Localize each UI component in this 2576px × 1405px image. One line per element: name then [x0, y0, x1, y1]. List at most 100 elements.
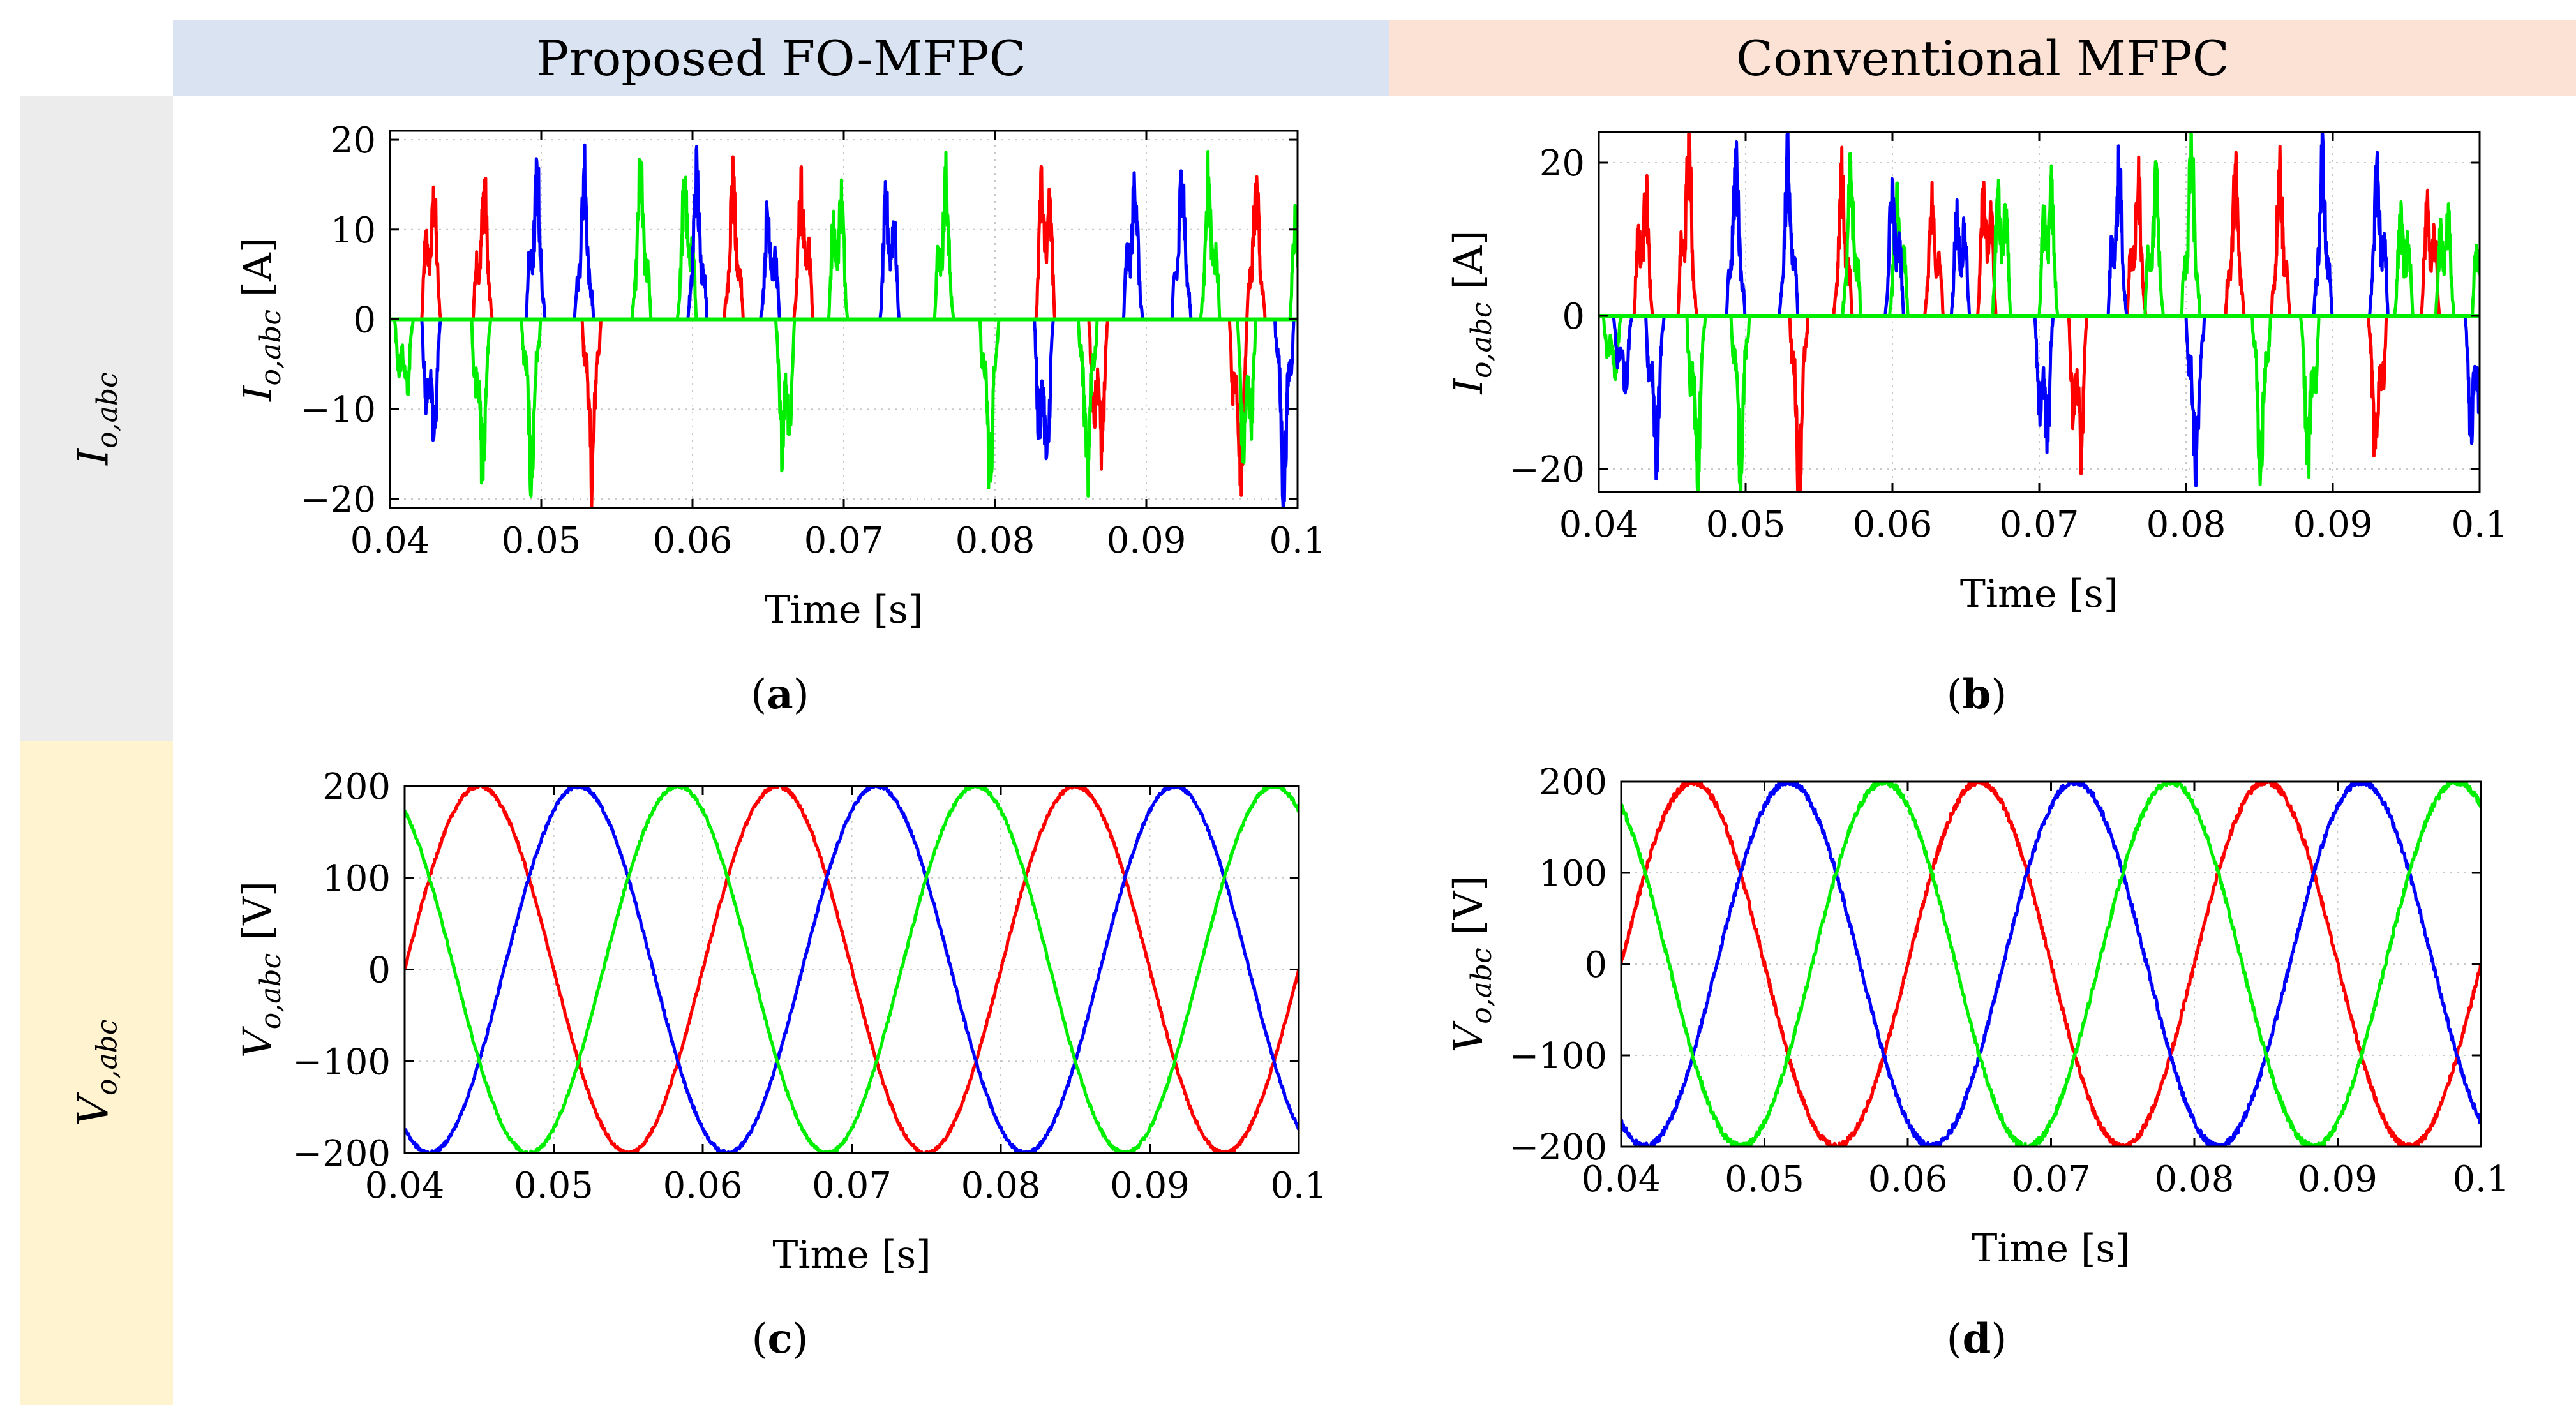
- y-axis-label-subscript: o,abc: [1465, 302, 1498, 378]
- x-axis-label: Time [s]: [765, 588, 923, 632]
- x-tick-label: 0.05: [1725, 1159, 1804, 1200]
- y-tick-label: −20: [1509, 449, 1585, 491]
- panel-label-open: (: [751, 671, 767, 718]
- y-axis-label-unit: [V]: [234, 881, 281, 953]
- x-tick-label: 0.08: [961, 1165, 1041, 1207]
- y-tick-label: 10: [331, 210, 376, 251]
- y-tick-label: −100: [292, 1041, 391, 1083]
- row-label-current: Io,abc: [20, 96, 173, 741]
- x-tick-label: 0.06: [663, 1165, 743, 1207]
- series-group: [390, 143, 1298, 508]
- y-tick-label: 100: [322, 858, 391, 900]
- y-axis-label-subscript: o,abc: [255, 953, 287, 1030]
- series-line-phase-c: [390, 149, 1298, 498]
- panel-label-close: ): [793, 671, 809, 718]
- y-tick-label: 0: [1584, 944, 1607, 986]
- panel-label-open: (: [752, 1316, 768, 1363]
- panel-label-open: (: [1947, 671, 1963, 718]
- y-axis-label-unit: [A]: [234, 237, 281, 309]
- x-tick-label: 0.08: [955, 520, 1035, 561]
- x-tick-label: 0.07: [2000, 504, 2079, 546]
- panel-label: (c): [752, 1315, 809, 1363]
- y-tick-label: 200: [1539, 762, 1607, 803]
- y-axis-label-unit: [V]: [1445, 875, 1492, 948]
- chart-c: 0.04 0.05 0.06 0.07 0.08 0.09 0.1 −200 −100 0 100 2…: [234, 766, 1328, 1363]
- series-line-phase-c: [1621, 782, 2481, 1147]
- panel-label: (a): [751, 671, 809, 718]
- panel-label-letter: a: [767, 671, 793, 718]
- y-tick-label: −20: [301, 479, 376, 521]
- y-axis-label-subscript: o,abc: [1465, 948, 1498, 1024]
- y-axis-label-subscript: o,abc: [255, 309, 287, 386]
- chart-a: 0.04 0.05 0.06 0.07 0.08 0.09 0.1 −20 −10 0 10 20 Ti…: [234, 120, 1326, 718]
- y-axis-label: Io,abc [A]: [1445, 230, 1498, 395]
- x-axis-label: Time [s]: [772, 1233, 931, 1277]
- y-axis-label: Io,abc [A]: [234, 237, 287, 402]
- x-tick-label: 0.07: [2011, 1159, 2091, 1200]
- series-group: [1599, 132, 2480, 492]
- x-tick-label: 0.09: [2293, 504, 2373, 546]
- y-tick-label: 0: [368, 950, 391, 992]
- x-tick-label: 0.09: [1110, 1165, 1190, 1207]
- header-proposed-fo-mfpc: Proposed FO-MFPC: [173, 20, 1389, 96]
- x-tick-label: 0.06: [1868, 1159, 1948, 1200]
- panel-label-letter: d: [1963, 1315, 1991, 1363]
- y-axis-label: Vo,abc [V]: [1445, 875, 1498, 1052]
- x-tick-label: 0.1: [1270, 1165, 1327, 1207]
- y-tick-label: 20: [331, 120, 376, 161]
- row-label-voltage: Vo,abc: [20, 741, 173, 1405]
- x-tick-label: 0.08: [2146, 504, 2226, 546]
- x-tick-label: 0.07: [812, 1165, 892, 1207]
- series-group: [405, 786, 1299, 1153]
- x-tick-label: 0.05: [502, 520, 581, 561]
- x-tick-label: 0.04: [365, 1165, 445, 1207]
- chart-d: 0.04 0.05 0.06 0.07 0.08 0.09 0.1 −200 −100 0 100 2…: [1445, 762, 2510, 1363]
- y-axis-label-symbol: I: [234, 385, 281, 402]
- header-right-text: Conventional MFPC: [1736, 29, 2229, 87]
- y-tick-label: 200: [322, 766, 391, 808]
- y-axis-label-unit: [A]: [1445, 230, 1492, 302]
- x-tick-label: 0.04: [1559, 504, 1639, 546]
- x-tick-label: 0.1: [1269, 520, 1326, 561]
- header-conventional-mfpc: Conventional MFPC: [1389, 20, 2576, 96]
- x-tick-label: 0.04: [1582, 1159, 1661, 1200]
- series-line-phase-c: [1599, 132, 2480, 492]
- series-line-phase-a: [405, 786, 1299, 1153]
- y-axis-label-symbol: V: [1445, 1020, 1492, 1053]
- x-tick-label: 0.07: [804, 520, 884, 561]
- y-tick-label: 100: [1539, 853, 1607, 895]
- x-axis-label: Time [s]: [1960, 572, 2118, 616]
- panel-label: (d): [1947, 1315, 2007, 1363]
- series-line-phase-a: [1621, 782, 2481, 1147]
- y-axis-label: Vo,abc [V]: [234, 881, 287, 1058]
- chart-b: 0.04 0.05 0.06 0.07 0.08 0.09 0.1 −20 0 20 Time [s…: [1445, 131, 2508, 718]
- y-tick-label: −200: [292, 1133, 391, 1175]
- panel-label-close: ): [792, 1316, 808, 1363]
- y-tick-label: −200: [1509, 1127, 1607, 1168]
- panel-label-open: (: [1947, 1316, 1963, 1363]
- x-axis-label: Time [s]: [1972, 1226, 2130, 1271]
- x-tick-label: 0.04: [350, 520, 430, 561]
- header-left-text: Proposed FO-MFPC: [536, 29, 1026, 87]
- panel-label: (b): [1947, 671, 2007, 718]
- x-tick-label: 0.09: [2298, 1159, 2378, 1200]
- x-tick-label: 0.1: [2451, 504, 2508, 546]
- series-group: [1621, 782, 2481, 1147]
- series-line-phase-b: [405, 786, 1299, 1153]
- y-tick-label: 0: [1562, 296, 1585, 338]
- y-tick-label: −10: [301, 389, 376, 431]
- y-axis-label-symbol: I: [1445, 377, 1492, 394]
- series-line-phase-b: [1621, 782, 2481, 1147]
- x-tick-label: 0.1: [2452, 1159, 2509, 1200]
- x-tick-label: 0.06: [653, 520, 733, 561]
- panel-label-letter: b: [1963, 671, 1991, 718]
- y-tick-label: −100: [1509, 1036, 1607, 1077]
- panel-label-close: ): [1991, 671, 2007, 718]
- x-tick-label: 0.05: [1706, 504, 1786, 546]
- panel-label-letter: c: [768, 1315, 793, 1363]
- x-tick-label: 0.08: [2155, 1159, 2235, 1200]
- y-axis-label-symbol: V: [234, 1025, 281, 1058]
- y-tick-label: 20: [1539, 143, 1585, 184]
- x-tick-label: 0.09: [1107, 520, 1187, 561]
